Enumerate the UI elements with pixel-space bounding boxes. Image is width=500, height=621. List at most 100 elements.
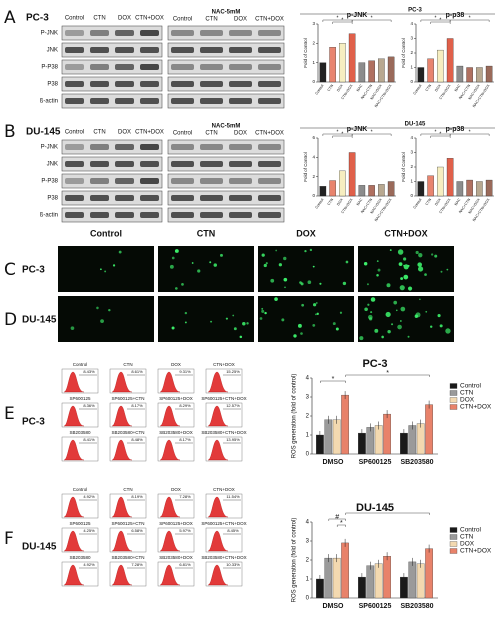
cell-dot (104, 270, 107, 273)
blot-band (258, 30, 281, 36)
bar (416, 423, 425, 455)
cell-dot (376, 274, 379, 277)
y-tick-label: 2 (312, 174, 315, 179)
bar (348, 152, 356, 197)
histogram-label: CTN+DOX (213, 362, 235, 367)
blot-band (65, 30, 84, 36)
blot-strip (167, 156, 285, 172)
row-label: P-P38 (41, 179, 58, 185)
cell-dot (171, 326, 175, 330)
x-tick-label: DOX (336, 83, 344, 92)
chart-title: p-p38 (446, 126, 465, 133)
sig-mark: * (337, 15, 339, 21)
blot-band (65, 195, 84, 201)
fluorescence-image (258, 246, 354, 292)
histogram-label: DOX (171, 487, 181, 492)
y-tick-label: 0 (306, 452, 310, 458)
blot-band (65, 64, 84, 70)
blot-band (90, 212, 109, 218)
blot-band (171, 212, 194, 218)
blot-strip (167, 190, 285, 206)
blot-band (115, 64, 134, 70)
histogram (207, 496, 229, 518)
row-label: P38 (47, 196, 58, 202)
gate-percent: 4.25% (83, 528, 95, 533)
cell-dot (278, 263, 282, 267)
cell-dot (283, 256, 287, 261)
histogram-label: SB203580+CTN (112, 430, 145, 435)
histogram (159, 530, 181, 552)
y-tick-label: 1 (312, 60, 315, 65)
histogram-label: SP600125+DOX (159, 396, 192, 401)
cell-dot (304, 249, 307, 253)
fluorescence-image (358, 296, 454, 342)
blot-band (171, 161, 194, 167)
bar (339, 170, 346, 197)
blot-band (258, 98, 281, 104)
cell-line: PC-3 (26, 13, 49, 24)
y-tick-label: 3 (312, 21, 315, 26)
x-tick-label: SB203580 (400, 459, 433, 466)
blot-band (171, 98, 194, 104)
blot-strip (61, 93, 163, 109)
blot-strip (61, 25, 163, 41)
cell-dot (232, 314, 235, 317)
y-tick-label: 4 (410, 135, 413, 140)
bar (329, 47, 336, 83)
cell-dot (225, 317, 228, 320)
cell-dot (445, 328, 451, 334)
lane-label: Control (173, 131, 192, 137)
histogram (159, 371, 181, 393)
row-label: JNK (47, 48, 58, 54)
y-tick-label: 0 (410, 193, 413, 198)
blot-band (65, 81, 84, 87)
blot-band (258, 81, 281, 87)
lane-label: CTN (205, 17, 217, 23)
blot-band (200, 178, 223, 184)
chart-title: PC-3 (362, 358, 387, 370)
blot-strip (167, 59, 285, 75)
bar (374, 425, 383, 455)
cell-dot (332, 322, 336, 326)
bar (485, 65, 493, 83)
histogram-label: SP600125+CTN (112, 521, 145, 526)
legend-label: CTN (460, 390, 474, 397)
histogram-label: SB203580 (69, 555, 91, 560)
cell-dot (417, 266, 424, 272)
x-tick-label: SP600125 (359, 603, 392, 610)
cell-dot (175, 287, 178, 290)
histogram-label: Control (73, 362, 88, 367)
blot-strip (167, 93, 285, 109)
cell-dot (393, 300, 398, 305)
bar (383, 556, 391, 599)
blot-band (258, 64, 281, 70)
sig-mark: * (371, 15, 373, 21)
sig-mark: * (386, 508, 389, 515)
histogram (111, 371, 133, 393)
y-tick-label: 4 (410, 21, 413, 26)
bar (332, 557, 341, 599)
bar (378, 58, 385, 83)
gate-percent: 8.41% (83, 437, 95, 442)
bar (383, 413, 391, 455)
blot-band (115, 178, 134, 184)
blot-band (258, 212, 281, 218)
cell-dot (264, 311, 267, 315)
lane-label: CTN+DOX (135, 16, 164, 22)
blot-band (115, 195, 134, 201)
lane-label: Control (65, 130, 84, 136)
sig-bracket (430, 135, 451, 138)
bar (348, 33, 356, 83)
cell-dot (403, 264, 409, 270)
blot-band (258, 144, 281, 150)
cell-dot (345, 260, 349, 264)
x-tick-label: CTN (327, 83, 335, 92)
histogram-label: SP600125+CTN+DOX (201, 521, 246, 526)
histogram (63, 439, 85, 461)
cell-dot (307, 280, 312, 285)
cell-dot (370, 297, 376, 302)
histogram-label: CTN (123, 487, 132, 492)
x-tick-label: Control (315, 84, 325, 96)
sig-bracket (345, 512, 430, 515)
